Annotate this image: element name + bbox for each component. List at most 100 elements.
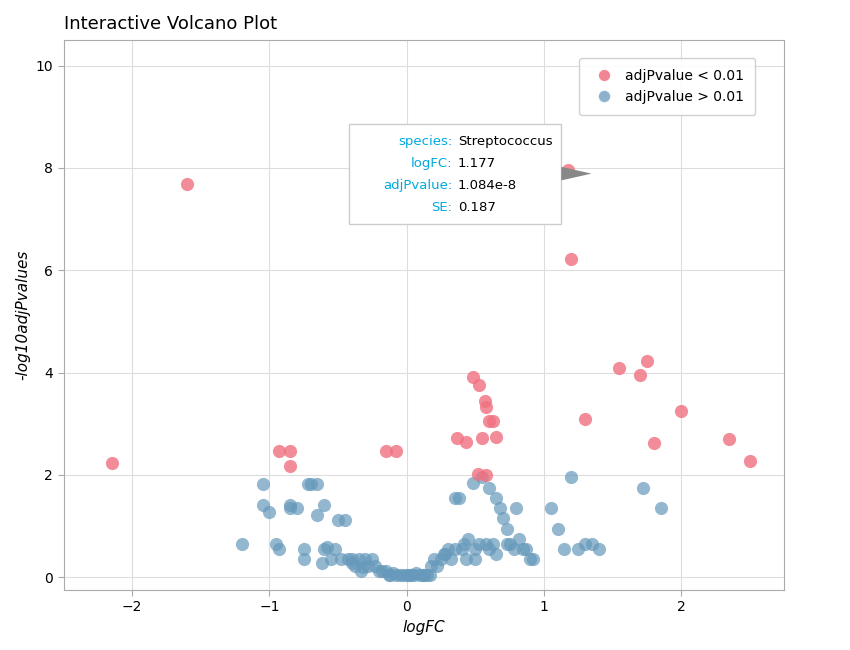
Point xyxy=(338,515,352,525)
Point xyxy=(406,569,420,580)
Point xyxy=(478,396,491,406)
Point xyxy=(468,544,482,554)
Point xyxy=(386,568,400,578)
Point xyxy=(459,554,473,565)
Point xyxy=(743,456,756,466)
Point xyxy=(383,569,397,580)
Text: logFC:: logFC: xyxy=(411,157,452,170)
Point xyxy=(325,554,338,565)
Point xyxy=(647,438,660,448)
Point xyxy=(263,506,276,517)
Point xyxy=(375,566,388,577)
Point xyxy=(513,534,526,544)
Point xyxy=(585,539,598,549)
Point xyxy=(235,539,249,549)
Point xyxy=(544,503,558,514)
Point xyxy=(345,554,359,565)
Point xyxy=(396,569,410,580)
Point xyxy=(489,432,502,442)
Point xyxy=(471,469,484,479)
Point xyxy=(359,554,372,565)
Point xyxy=(493,503,507,514)
Point xyxy=(475,473,489,483)
Point xyxy=(479,402,493,413)
Legend: adjPvalue < 0.01, adjPvalue > 0.01: adjPvalue < 0.01, adjPvalue > 0.01 xyxy=(580,58,756,115)
Point xyxy=(519,544,533,554)
Point xyxy=(345,558,359,569)
Point xyxy=(468,554,482,565)
Point xyxy=(486,416,500,426)
Point xyxy=(674,406,688,416)
Point xyxy=(437,549,451,560)
Point xyxy=(356,562,370,572)
Point xyxy=(334,554,348,565)
Point xyxy=(439,549,452,560)
Point xyxy=(332,515,345,525)
Point xyxy=(466,372,479,382)
Point xyxy=(482,482,496,493)
Point xyxy=(486,539,500,549)
Point xyxy=(434,554,448,565)
Point xyxy=(489,549,502,560)
Point xyxy=(448,544,462,554)
Point xyxy=(417,569,431,580)
Point xyxy=(388,569,402,580)
Point xyxy=(404,569,417,580)
Point xyxy=(416,569,430,580)
Point xyxy=(455,544,468,554)
FancyBboxPatch shape xyxy=(348,124,561,224)
Point xyxy=(441,544,455,554)
Point xyxy=(633,370,647,380)
Point xyxy=(388,446,402,456)
Text: Interactive Volcano Plot: Interactive Volcano Plot xyxy=(64,15,277,33)
Point xyxy=(318,544,332,554)
Point xyxy=(500,523,513,534)
Point xyxy=(517,544,530,554)
Point xyxy=(379,566,393,577)
Text: 1.177: 1.177 xyxy=(457,157,496,170)
Point xyxy=(328,544,342,554)
Point xyxy=(564,473,578,483)
Y-axis label: -log10adjPvalues: -log10adjPvalues xyxy=(15,250,30,380)
Point xyxy=(578,413,592,424)
X-axis label: logFC: logFC xyxy=(403,620,445,635)
Text: SE:: SE: xyxy=(431,202,452,214)
Point xyxy=(310,510,324,520)
Point xyxy=(507,544,520,554)
Point xyxy=(297,554,310,565)
Point xyxy=(640,356,654,367)
Point xyxy=(482,544,496,554)
Point xyxy=(466,477,479,488)
Text: adjPvalue:: adjPvalue: xyxy=(383,179,452,192)
Point xyxy=(479,470,493,480)
Point xyxy=(423,569,437,580)
Point xyxy=(524,554,537,565)
Point xyxy=(473,380,486,391)
Point xyxy=(320,541,334,552)
Point xyxy=(558,544,571,554)
Point xyxy=(290,503,303,514)
Text: 1.084e-8: 1.084e-8 xyxy=(457,179,517,192)
Point xyxy=(297,544,310,554)
Point xyxy=(636,482,649,493)
Point xyxy=(428,554,441,565)
Point xyxy=(272,446,286,456)
Point xyxy=(348,561,361,571)
Point xyxy=(430,561,444,571)
Point xyxy=(283,499,297,510)
Point xyxy=(421,569,434,580)
Point xyxy=(496,514,509,524)
Point xyxy=(341,554,354,565)
Point xyxy=(382,569,395,580)
Point xyxy=(526,554,540,565)
Point xyxy=(372,566,386,577)
Point xyxy=(269,539,283,549)
Point xyxy=(410,568,423,578)
Point xyxy=(482,416,496,426)
Point xyxy=(489,493,502,503)
Point xyxy=(459,437,473,447)
Point xyxy=(510,503,524,514)
Point xyxy=(561,164,575,175)
Point xyxy=(352,554,366,565)
Text: species:: species: xyxy=(398,135,452,148)
